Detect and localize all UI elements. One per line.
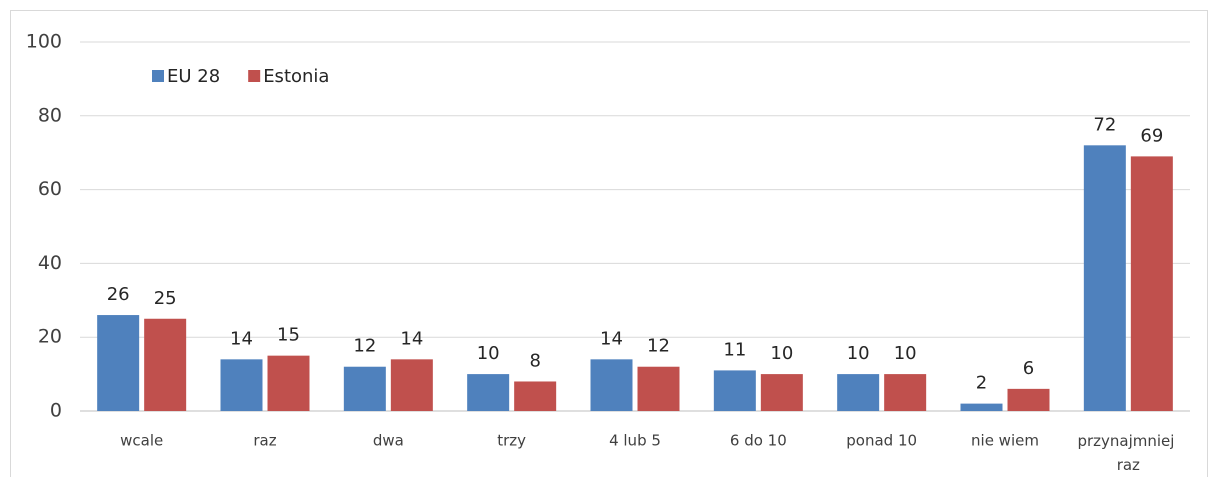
bar — [390, 359, 433, 411]
bar — [637, 366, 680, 411]
chart-frame — [10, 10, 1208, 477]
value-label: 14 — [230, 328, 253, 349]
x-tick-label: trzy — [497, 432, 526, 450]
value-label: 10 — [477, 343, 500, 364]
y-tick-label: 60 — [38, 178, 62, 200]
bar — [960, 403, 1003, 411]
bar — [837, 374, 880, 411]
bar — [1130, 156, 1173, 411]
value-label: 14 — [600, 328, 623, 349]
value-label: 25 — [154, 288, 177, 309]
y-tick-label: 0 — [50, 400, 62, 422]
bar — [220, 359, 263, 411]
y-tick-label: 80 — [38, 104, 62, 126]
y-tick-label: 40 — [38, 252, 62, 274]
value-label: 12 — [647, 336, 670, 357]
value-label: 12 — [353, 336, 376, 357]
x-tick-label: ponad 10 — [846, 432, 917, 450]
bar — [514, 381, 557, 411]
value-label: 10 — [770, 343, 793, 364]
bar — [97, 315, 140, 411]
legend-swatch — [248, 70, 261, 82]
bar — [467, 374, 510, 411]
x-tick-label: 6 do 10 — [730, 432, 787, 450]
bar — [144, 318, 187, 411]
value-label: 2 — [976, 373, 987, 394]
x-tick-label: nie wiem — [971, 432, 1039, 450]
value-label: 10 — [847, 343, 870, 364]
value-label: 15 — [277, 325, 300, 346]
bar — [713, 370, 756, 411]
bar — [1083, 145, 1126, 411]
bar — [884, 374, 927, 411]
bar — [590, 359, 633, 411]
legend-label: EU 28 — [167, 66, 220, 87]
value-label: 72 — [1093, 114, 1116, 135]
value-label: 8 — [529, 350, 540, 371]
legend-swatch — [152, 70, 164, 82]
legend-label: Estonia — [263, 66, 329, 87]
value-label: 26 — [107, 284, 130, 305]
x-tick-label: wcale — [120, 432, 163, 450]
value-label: 11 — [723, 339, 746, 360]
y-tick-label: 20 — [38, 326, 62, 348]
value-label: 69 — [1140, 125, 1163, 146]
x-tick-label: raz — [253, 432, 276, 450]
x-tick-label: przynajmniej raz — [1077, 432, 1179, 474]
bar — [760, 374, 803, 411]
y-tick-label: 100 — [26, 31, 62, 53]
bar — [343, 366, 386, 411]
value-label: 10 — [894, 343, 917, 364]
bar — [1007, 388, 1050, 411]
value-label: 14 — [400, 328, 423, 349]
value-label: 6 — [1023, 358, 1034, 379]
bar — [267, 355, 310, 411]
x-tick-label: 4 lub 5 — [609, 432, 661, 450]
x-tick-label: dwa — [373, 432, 404, 450]
